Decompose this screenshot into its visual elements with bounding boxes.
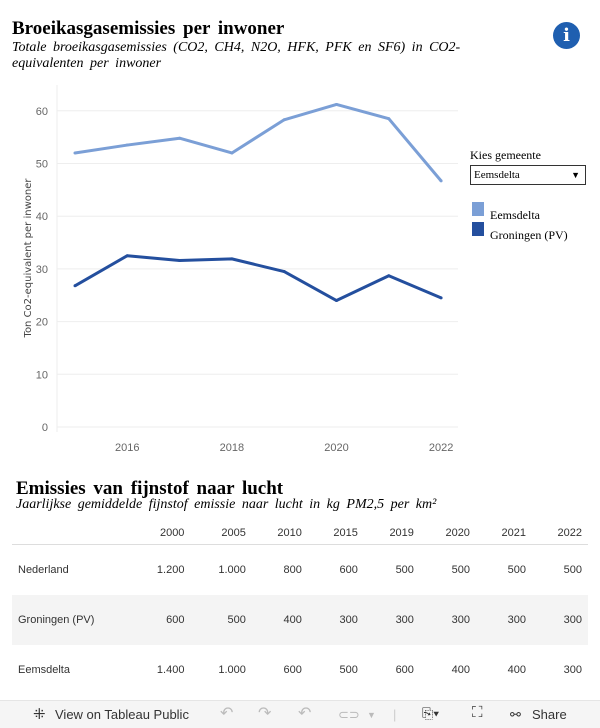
data-point: [178, 258, 182, 262]
tableau-toolbar: ⁜ View on Tableau Public ↶ ↷ ↶ ⊂⊃ ▼ | ⎘▾…: [0, 700, 600, 728]
column-header: 2021: [475, 522, 532, 545]
chart-title: Broeikasgasemissies per inwoner: [12, 18, 285, 39]
undo-icon[interactable]: ↶: [220, 705, 234, 722]
data-point: [335, 299, 338, 303]
fijnstof-table: 2000 2005 2010 2015 2019 2020 2021 2022 …: [12, 522, 588, 695]
table-cell: 600: [283, 664, 302, 676]
table-row: Eemsdelta 1.400 1.000 600 500 600 400 400 300: [12, 645, 588, 695]
y-tick-label: 60: [36, 106, 48, 118]
row-label: Groningen (PV): [12, 595, 129, 645]
line-chart: 0 10 20 30 40 50 60 2016 2018 2020 2022 Ton Co2-equ…: [23, 85, 458, 454]
info-icon[interactable]: i: [553, 22, 580, 49]
refresh-icon[interactable]: ⊂⊃: [338, 707, 360, 722]
y-axis-label: Ton Co2-equivalent per inwoner: [23, 178, 34, 339]
row-label: Eemsdelta: [18, 664, 70, 676]
share-icon[interactable]: ⚯: [510, 707, 521, 722]
table-cell: 1.400: [156, 664, 185, 676]
chart-subtitle: Totale broeikasgasemissies (CO2, CH4, N2…: [12, 40, 461, 71]
data-point: [335, 102, 338, 106]
table-cell: 1.000: [218, 564, 246, 576]
fullscreen-icon[interactable]: ⛶: [472, 704, 483, 721]
y-tick-label: 30: [36, 264, 48, 276]
view-on-tableau-link[interactable]: View on Tableau Public: [55, 707, 189, 722]
table-cell: 400: [251, 595, 308, 645]
legend-label: Groningen (PV): [490, 228, 568, 242]
x-tick-label: 2016: [115, 442, 139, 454]
chevron-down-icon[interactable]: ▼: [367, 710, 376, 720]
y-tick-label: 20: [36, 317, 48, 329]
x-tick-label: 2020: [324, 442, 348, 454]
table-cell: 300: [419, 595, 476, 645]
column-header: 2000: [129, 522, 191, 545]
download-icon[interactable]: ⎘▾: [422, 705, 440, 721]
table-row: Nederland 1.200 1.000 800 600 500 500 500 500: [12, 545, 588, 596]
column-header: 2020: [419, 522, 476, 545]
data-point: [230, 257, 234, 261]
x-tick-label: 2022: [429, 442, 453, 454]
table-cell: 600: [395, 664, 414, 676]
table-cell: 400: [451, 664, 470, 676]
data-point: [282, 270, 286, 274]
data-point: [125, 254, 129, 258]
table-cell: 500: [451, 564, 470, 576]
data-point: [439, 296, 443, 300]
table-cell: 1.000: [218, 664, 246, 676]
data-point: [230, 151, 234, 155]
filter-label: Kies gemeente: [470, 148, 541, 162]
legend-swatch: [472, 222, 484, 236]
table-cell: 300: [563, 664, 582, 676]
table-row: Groningen (PV) 600 500 400 300 300 300 300 300: [12, 595, 588, 645]
row-label: Nederland: [18, 564, 69, 576]
table-cell: 500: [190, 595, 252, 645]
legend-item-eemsdelta[interactable]: Eemsdelta: [472, 202, 540, 222]
table-cell: 300: [363, 595, 420, 645]
data-point: [282, 118, 286, 122]
divider: |: [393, 707, 397, 722]
table-cell: 300: [531, 595, 588, 645]
legend-swatch: [472, 202, 484, 216]
table-cell: 1.200: [156, 564, 185, 576]
table-cell: 500: [507, 564, 526, 576]
y-tick-label: 40: [36, 211, 48, 223]
tableau-logo-icon: ⁜: [33, 706, 46, 723]
series-line-groningen-pv-: [74, 254, 442, 303]
data-point: [387, 117, 391, 121]
y-tick-label: 50: [36, 159, 48, 171]
legend-label: Eemsdelta: [490, 208, 540, 222]
y-tick-label: 0: [42, 422, 48, 434]
redo-icon[interactable]: ↷: [258, 705, 272, 722]
data-point: [125, 143, 129, 147]
table-cell: 300: [307, 595, 364, 645]
column-header: 2019: [363, 522, 420, 545]
data-point: [73, 151, 77, 155]
table-cell: 500: [395, 564, 414, 576]
data-point: [178, 136, 182, 140]
chevron-down-icon: ▼: [571, 170, 580, 180]
series-line-eemsdelta: [74, 102, 443, 182]
column-header: 2022: [531, 522, 588, 545]
x-tick-label: 2018: [220, 442, 244, 454]
data-point: [439, 179, 443, 183]
column-header: 2005: [190, 522, 252, 545]
y-tick-label: 10: [36, 369, 48, 381]
table-cell: 300: [475, 595, 532, 645]
table-cell: 400: [507, 664, 526, 676]
table-cell: 800: [283, 564, 302, 576]
revert-icon[interactable]: ↶: [298, 705, 312, 722]
table-cell: 600: [129, 595, 191, 645]
legend-item-groningen[interactable]: Groningen (PV): [472, 222, 568, 242]
table-title: Emissies van fijnstof naar lucht: [16, 478, 284, 499]
column-header: 2010: [251, 522, 308, 545]
gemeente-dropdown[interactable]: Eemsdelta ▼: [470, 165, 586, 185]
table-cell: 500: [563, 564, 582, 576]
column-header: 2015: [307, 522, 364, 545]
data-point: [387, 274, 391, 278]
table-cell: 500: [339, 664, 358, 676]
dropdown-value: Eemsdelta: [474, 169, 520, 181]
table-cell: 600: [339, 564, 358, 576]
data-point: [73, 284, 77, 288]
table-subtitle: Jaarlijkse gemiddelde fijnstof emissie n…: [16, 497, 437, 512]
share-button[interactable]: Share: [532, 707, 567, 722]
